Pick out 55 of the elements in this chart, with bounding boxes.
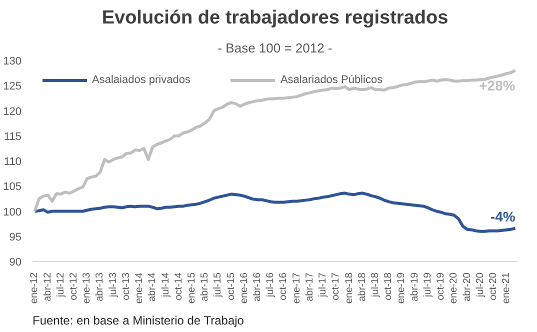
- x-tick-label: oct-19: [436, 272, 447, 300]
- legend-label: Asalariados Públicos: [280, 74, 383, 86]
- x-tick-label: oct-12: [68, 272, 80, 300]
- x-tick-label: ene-12: [29, 272, 40, 304]
- x-tick-label: jul-17: [318, 272, 329, 298]
- x-tick-label: ene-15: [186, 272, 198, 304]
- x-tick-label: oct-14: [173, 272, 184, 300]
- annotation: +28%: [479, 78, 516, 94]
- x-tick-label: jul-14: [160, 272, 172, 298]
- y-tick-label: 100: [3, 206, 22, 218]
- y-tick-label: 115: [4, 130, 22, 143]
- y-tick-label: 105: [3, 181, 22, 194]
- legend-label: Asalaiados privados: [92, 74, 190, 86]
- x-tick-label: jul-13: [108, 272, 119, 298]
- line-series: [33, 69, 517, 213]
- x-tick-label: abr-17: [304, 272, 316, 302]
- y-tick-label: 95: [9, 231, 22, 244]
- y-tick-label: 90: [9, 256, 22, 268]
- x-tick-label: ene-18: [344, 272, 355, 304]
- x-tick-label: oct-20: [488, 272, 499, 300]
- x-tick-label: ene-13: [82, 272, 93, 304]
- line-series: [33, 192, 517, 233]
- x-tick-label: ene-17: [291, 272, 302, 304]
- x-tick-label: ene-19: [396, 272, 408, 304]
- x-tick-label: jul-19: [422, 272, 434, 298]
- x-tick-label: abr-15: [200, 272, 211, 302]
- source-note: Fuente: en base a Ministerio de Trabajo: [32, 314, 244, 328]
- y-tick-label: 130: [3, 56, 22, 68]
- y-tick-label: 120: [3, 106, 22, 118]
- x-tick-label: abr-16: [252, 272, 264, 302]
- x-tick-label: oct-13: [120, 272, 132, 300]
- annotation: -4%: [490, 208, 516, 224]
- chart-subtitle: - Base 100 = 2012 -: [218, 40, 332, 56]
- x-tick-label: ene-21: [501, 272, 512, 304]
- x-tick-label: abr-20: [462, 272, 473, 302]
- y-tick-label: 125: [3, 80, 22, 93]
- x-tick-label: oct-18: [383, 272, 394, 300]
- x-tick-label: abr-18: [356, 272, 368, 302]
- chart-title: Evolución de trabajadores registrados: [102, 8, 448, 28]
- x-tick-label: jul-16: [265, 272, 276, 298]
- x-tick-label: abr-12: [42, 272, 54, 302]
- x-tick-label: oct-16: [278, 272, 290, 300]
- x-tick-label: abr-14: [147, 272, 158, 302]
- x-tick-label: jul-12: [55, 272, 66, 298]
- x-tick-label: ene-16: [238, 272, 250, 304]
- x-tick-label: ene-14: [134, 272, 146, 304]
- x-tick-label: jul-15: [212, 272, 224, 298]
- x-tick-label: jul-20: [474, 272, 486, 298]
- y-tick-label: 110: [4, 156, 22, 168]
- x-tick-label: abr-19: [409, 272, 420, 302]
- x-tick-label: oct-17: [330, 272, 342, 300]
- x-tick-label: abr-13: [94, 272, 106, 302]
- x-tick-label: jul-18: [370, 272, 381, 298]
- x-tick-label: ene-20: [448, 272, 460, 304]
- x-tick-label: oct-15: [226, 272, 237, 300]
